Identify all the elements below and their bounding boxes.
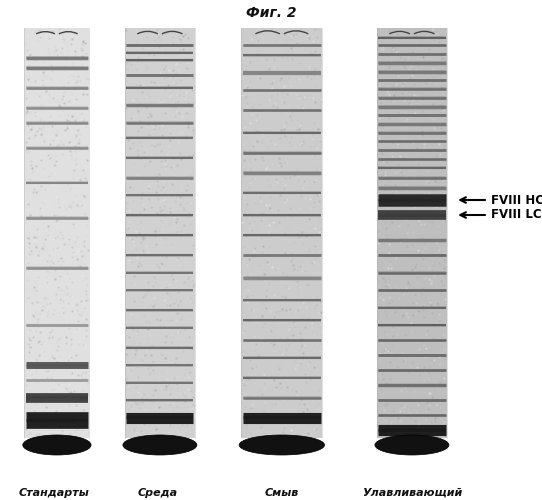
Ellipse shape — [23, 435, 91, 455]
Bar — [125, 28, 195, 438]
Text: FVIII LC: FVIII LC — [491, 208, 541, 222]
Ellipse shape — [375, 435, 449, 455]
Text: Фиг. 2: Фиг. 2 — [246, 6, 296, 20]
Text: Улавливающий
пул: Улавливающий пул — [362, 488, 462, 500]
Bar — [377, 28, 447, 438]
Ellipse shape — [239, 435, 325, 455]
Text: Смыв: Смыв — [264, 488, 299, 498]
Text: FVIII HC: FVIII HC — [491, 194, 542, 206]
Text: Среда: Среда — [137, 488, 177, 498]
Bar — [241, 28, 322, 438]
Bar — [24, 28, 89, 438]
Text: Стандарты: Стандарты — [19, 488, 89, 498]
Ellipse shape — [123, 435, 197, 455]
